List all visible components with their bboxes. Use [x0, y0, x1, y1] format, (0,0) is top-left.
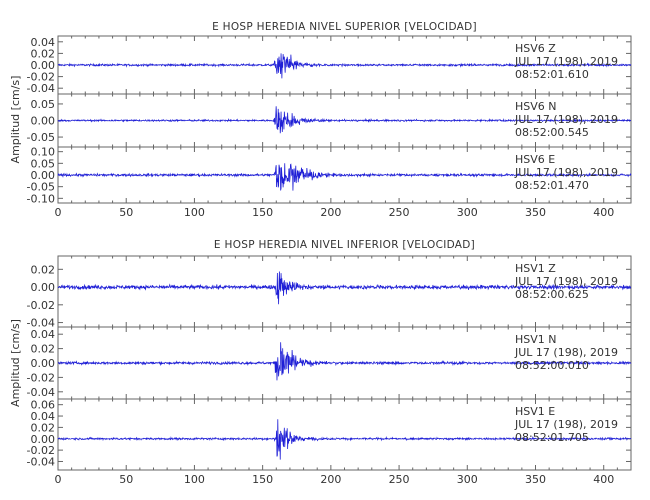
y-tick-label: 0.02: [31, 421, 56, 434]
x-tick-label: 400: [593, 206, 614, 219]
y-tick-label: -0.02: [27, 299, 55, 312]
x-tick-label: 400: [593, 473, 614, 486]
record-time: 08:52:01.705: [515, 431, 589, 444]
station-channel: HSV6 E: [515, 153, 555, 166]
y-axis-label: Amplitud [cm/s]: [9, 76, 22, 164]
record-date: JUL 17 (198), 2019: [514, 55, 618, 68]
y-tick-label: -0.10: [27, 192, 55, 205]
x-tick-label: 0: [55, 206, 62, 219]
y-tick-label: 0.05: [31, 98, 56, 111]
station-channel: HSV1 E: [515, 405, 555, 418]
record-date: JUL 17 (198), 2019: [514, 418, 618, 431]
x-tick-label: 250: [389, 206, 410, 219]
x-tick-label: 150: [252, 473, 273, 486]
x-tick-label: 350: [525, 206, 546, 219]
chart-title: E HOSP HEREDIA NIVEL SUPERIOR [VELOCIDAD…: [212, 21, 477, 33]
x-tick-label: 0: [55, 473, 62, 486]
y-tick-label: 0.02: [31, 263, 56, 276]
y-tick-label: -0.02: [27, 371, 55, 384]
y-tick-label: -0.04: [27, 317, 55, 330]
y-tick-label: -0.05: [27, 181, 55, 194]
y-tick-label: 0.06: [31, 399, 56, 412]
record-time: 08:52:01.610: [515, 68, 589, 81]
x-tick-label: 300: [457, 206, 478, 219]
record-date: JUL 17 (198), 2019: [514, 113, 618, 126]
x-tick-label: 100: [184, 473, 205, 486]
station-channel: HSV1 N: [515, 333, 557, 346]
waveform-trace: [57, 271, 632, 305]
x-tick-label: 350: [525, 473, 546, 486]
x-tick-label: 50: [119, 473, 133, 486]
y-tick-label: -0.04: [27, 455, 55, 468]
y-tick-label: 0.00: [31, 433, 56, 446]
y-tick-label: -0.02: [27, 71, 55, 84]
y-tick-label: -0.04: [27, 82, 55, 95]
record-time: 08:52:01.470: [515, 179, 589, 192]
waveform-trace: [57, 419, 632, 460]
x-tick-label: 200: [320, 206, 341, 219]
y-axis-label: Amplitud [cm/s]: [9, 319, 22, 407]
x-tick-label: 150: [252, 206, 273, 219]
x-tick-label: 50: [119, 206, 133, 219]
y-tick-label: 0.10: [31, 146, 56, 159]
y-tick-label: 0.02: [31, 47, 56, 60]
waveform-trace: [57, 53, 632, 79]
record-time: 08:52:00.545: [515, 126, 589, 139]
y-tick-label: 0.04: [31, 410, 56, 423]
y-tick-label: 0.02: [31, 343, 56, 356]
y-tick-label: 0.00: [31, 357, 56, 370]
y-tick-label: -0.04: [27, 386, 55, 399]
waveform-trace: [57, 342, 632, 381]
x-tick-label: 250: [389, 473, 410, 486]
record-date: JUL 17 (198), 2019: [514, 166, 618, 179]
y-tick-label: 0.00: [31, 281, 56, 294]
record-time: 08:52:00.625: [515, 288, 589, 301]
y-tick-label: 0.00: [31, 169, 56, 182]
waveform-trace: [57, 106, 632, 134]
x-tick-label: 100: [184, 206, 205, 219]
record-date: JUL 17 (198), 2019: [514, 346, 618, 359]
y-tick-label: -0.02: [27, 444, 55, 457]
x-tick-label: 300: [457, 473, 478, 486]
station-channel: HSV6 Z: [515, 42, 556, 55]
y-tick-label: 0.00: [31, 59, 56, 72]
y-tick-label: 0.04: [31, 36, 56, 49]
x-tick-label: 200: [320, 473, 341, 486]
y-tick-label: 0.04: [31, 328, 56, 341]
y-tick-label: 0.00: [31, 115, 56, 128]
waveform-trace: [57, 163, 632, 191]
record-time: 08:52:00.010: [515, 359, 589, 372]
station-channel: HSV1 Z: [515, 262, 556, 275]
station-channel: HSV6 N: [515, 100, 557, 113]
chart-title: E HOSP HEREDIA NIVEL INFERIOR [VELOCIDAD…: [214, 239, 475, 251]
y-tick-label: -0.05: [27, 131, 55, 144]
y-tick-label: 0.05: [31, 157, 56, 170]
record-date: JUL 17 (198), 2019: [514, 275, 618, 288]
